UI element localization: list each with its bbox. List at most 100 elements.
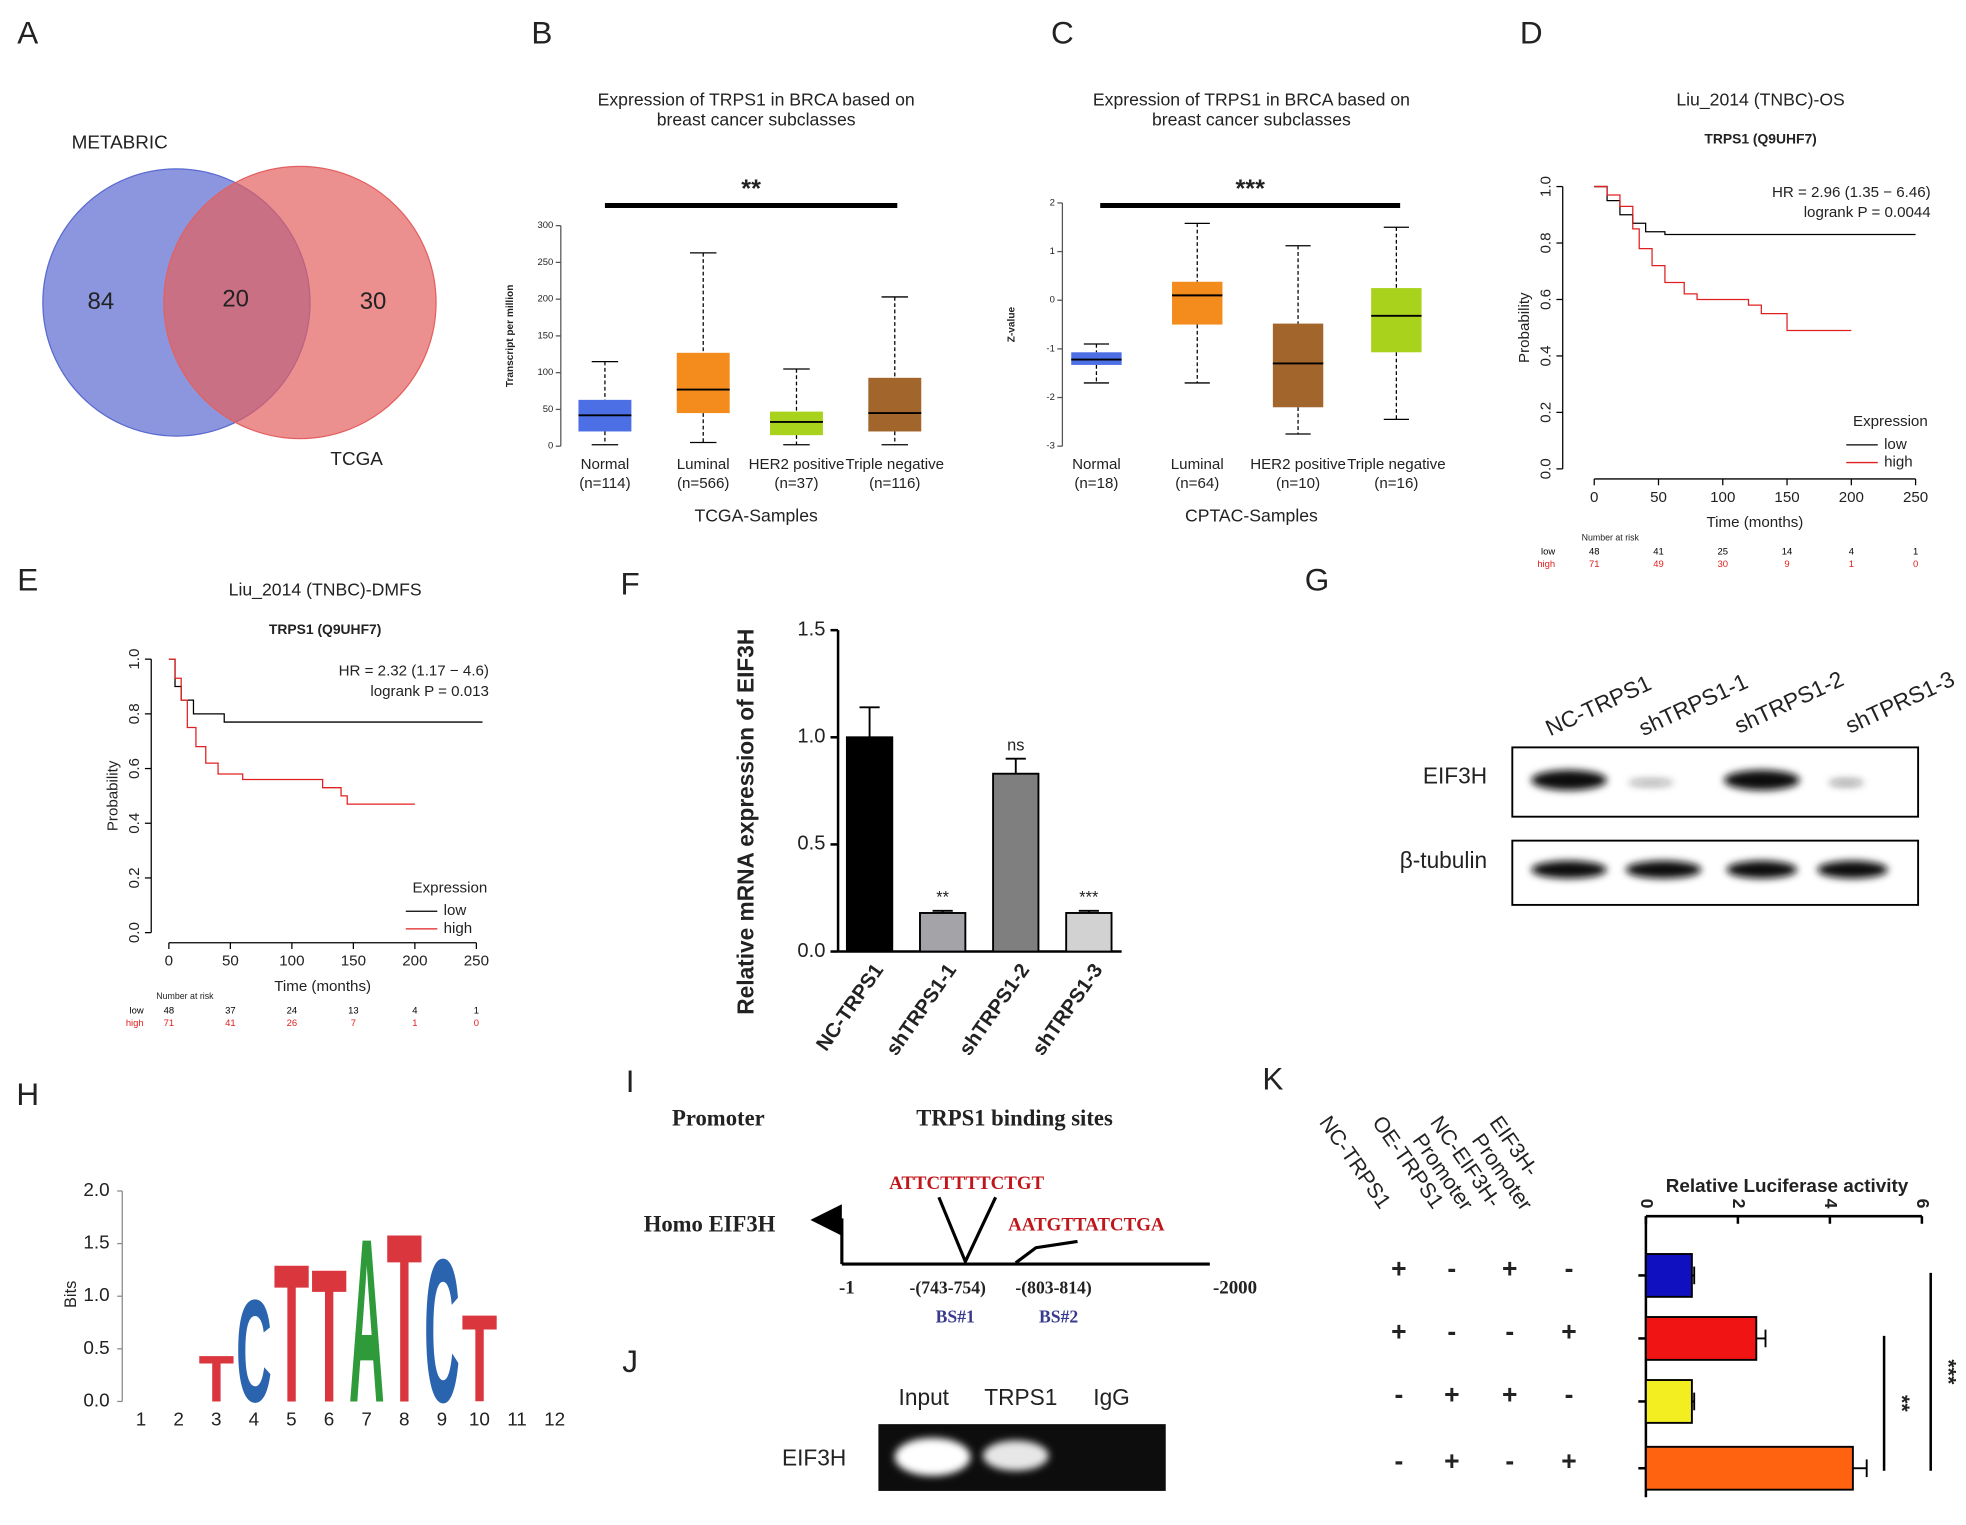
logo-letter: T	[387, 1184, 423, 1453]
risk-count: 4	[412, 1005, 417, 1016]
lane-label: shTRPS1-2	[1730, 665, 1847, 738]
set-label: METABRIC	[72, 133, 168, 154]
legend-label: high	[1884, 454, 1913, 471]
risk-count: 41	[225, 1018, 236, 1029]
row-label: EIF3H	[1423, 763, 1487, 789]
condition-sign: +	[1561, 1316, 1576, 1346]
logo-letter: C	[424, 1217, 460, 1445]
panel-label: J	[622, 1343, 638, 1379]
x-tick-label: 7	[361, 1409, 372, 1430]
y-tick-label: 1	[1050, 246, 1055, 257]
y-tick-label: -2	[1046, 392, 1054, 403]
y-tick-label: 0.8	[1537, 233, 1554, 254]
x-tick-label: 1	[136, 1409, 147, 1430]
position-label: -1	[839, 1278, 855, 1299]
x-tick-label: 0	[1590, 489, 1598, 506]
risk-count: 1	[1849, 559, 1854, 570]
risk-count: 37	[225, 1005, 236, 1016]
tss-arrow	[810, 1204, 844, 1265]
lane-label: shTRPS1-1	[1635, 668, 1752, 741]
y-axis-label: Probability	[1516, 292, 1533, 363]
condition-sign: -	[1394, 1379, 1403, 1409]
lane-label: Input	[899, 1384, 950, 1410]
category-count: (n=10)	[1276, 475, 1320, 492]
condition-sign: +	[1391, 1253, 1406, 1283]
annotation: HR = 2.96 (1.35 − 6.46)	[1772, 184, 1931, 201]
y-tick-label: 1.0	[126, 649, 143, 670]
bar	[1644, 1445, 1854, 1491]
gel-bands	[894, 1437, 1049, 1476]
risk-count: 41	[1653, 547, 1664, 558]
significance: **	[1890, 1395, 1914, 1412]
bar	[845, 736, 894, 953]
x-tick-label: 8	[399, 1409, 410, 1430]
y-axis-label: Bits	[62, 1281, 80, 1308]
lane-label: NC-TRPS1	[1541, 669, 1655, 740]
y-tick-label: 0.8	[126, 703, 143, 724]
box	[1272, 323, 1324, 408]
condition-sign: -	[1505, 1446, 1514, 1476]
risk-title: Number at risk	[1582, 533, 1640, 543]
x-axis-label: Time (months)	[1706, 514, 1803, 531]
box	[1371, 288, 1422, 353]
y-tick-label: 1.5	[83, 1233, 109, 1254]
y-tick-label: 0	[1050, 295, 1055, 306]
x-tick-label: HER2 positive	[1250, 456, 1346, 473]
bar	[1644, 1379, 1693, 1424]
x-tick-label: 200	[402, 953, 427, 970]
condition-sign: -	[1565, 1253, 1574, 1283]
x-tick-label: 100	[1710, 489, 1735, 506]
chart-title: Expression of TRPS1 in BRCA based on	[598, 90, 915, 110]
x-tick-label: 9	[437, 1409, 448, 1430]
x-tick-label: HER2 positive	[749, 456, 845, 473]
x-tick-label: 150	[1774, 489, 1799, 506]
diagram-heading: TRPS1 binding sites	[916, 1106, 1113, 1131]
venn-set	[163, 165, 437, 440]
y-tick-label: -3	[1046, 441, 1054, 452]
promoter-diagram	[810, 1196, 1210, 1266]
panel-label: B	[531, 15, 552, 51]
logo-letter: A	[349, 1192, 385, 1452]
y-tick-label: 50	[543, 404, 554, 415]
risk-count: 7	[351, 1018, 356, 1029]
condition-sign: -	[1447, 1253, 1456, 1283]
site-sequence: ATTCTTTTCTGT	[889, 1173, 1044, 1194]
risk-count: 9	[1784, 559, 1789, 570]
category-count: (n=16)	[1374, 475, 1418, 492]
risk-count: 1	[474, 1005, 479, 1016]
risk-row-label: low	[129, 1005, 143, 1016]
chart-title: breast cancer subclasses	[657, 110, 856, 130]
x-axis-label: TCGA-Samples	[694, 505, 818, 525]
panel-label: H	[16, 1076, 39, 1112]
y-axis-label: Relative mRNA expression of EIF3H	[732, 629, 758, 1015]
blot-bands	[1531, 770, 1888, 879]
set-label: TCGA	[330, 449, 383, 470]
x-tick-label: 10	[469, 1409, 490, 1430]
panel-label: C	[1051, 15, 1074, 51]
risk-count: 30	[1718, 559, 1729, 570]
risk-count: 1	[1913, 547, 1918, 558]
bar	[1065, 912, 1113, 953]
condition-sign: +	[1561, 1446, 1576, 1476]
risk-row-label: high	[126, 1018, 144, 1029]
bar	[919, 912, 967, 953]
x-tick-label: 4	[1821, 1199, 1841, 1209]
x-tick-label: shTRPS1-3	[1028, 960, 1107, 1060]
risk-count: 48	[164, 1005, 175, 1016]
x-tick-label: 50	[1650, 489, 1667, 506]
risk-row-label: high	[1537, 559, 1555, 570]
x-tick-label: 5	[286, 1409, 297, 1430]
box	[1172, 281, 1223, 325]
risk-count: 0	[474, 1018, 479, 1029]
y-tick-label: 0	[548, 441, 553, 452]
lane-label: TRPS1	[984, 1384, 1057, 1410]
chart-subtitle: TRPS1 (Q9UHF7)	[269, 621, 381, 637]
site-range: -(743-754)	[910, 1277, 986, 1297]
x-tick-label: 2	[1729, 1199, 1749, 1209]
significance: ***	[1235, 175, 1265, 203]
significance: ***	[1079, 889, 1099, 907]
y-tick-label: 0.6	[126, 758, 143, 779]
x-tick-label: Normal	[581, 456, 630, 473]
x-tick-label: shTRPS1-1	[882, 960, 961, 1060]
